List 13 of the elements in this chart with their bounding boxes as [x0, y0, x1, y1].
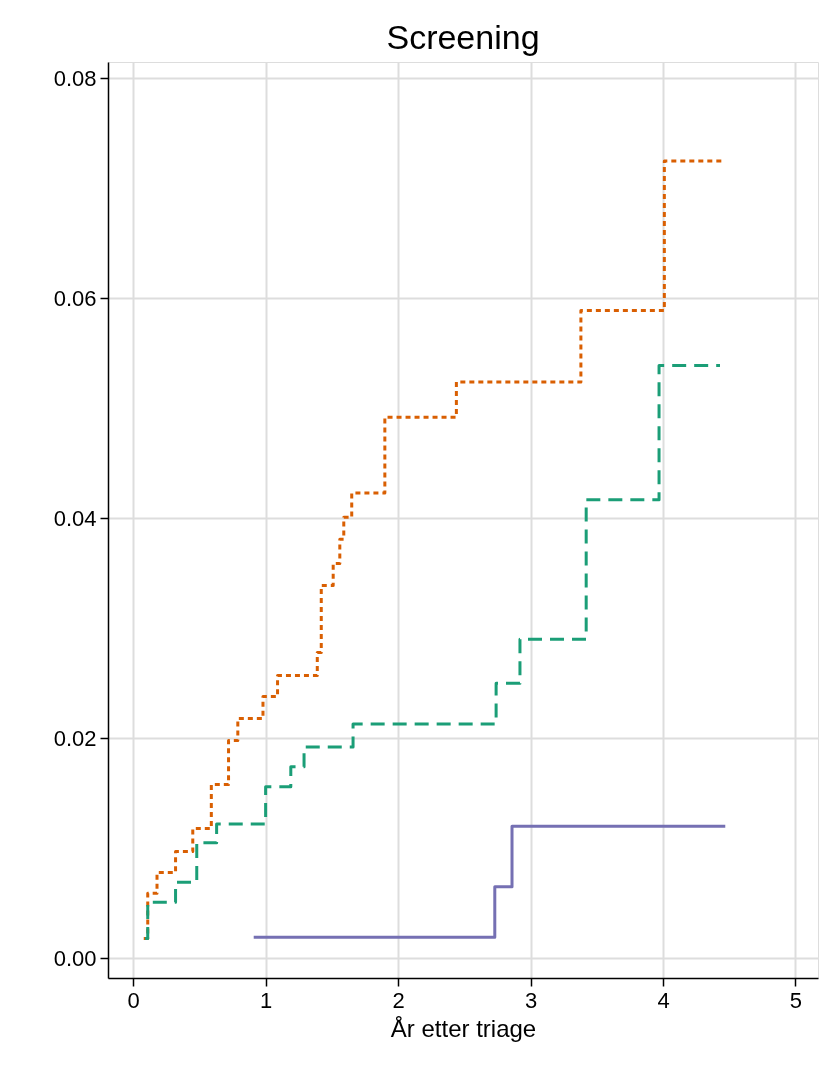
y-tick-label: 0.02: [53, 725, 97, 751]
x-tick-label: 4: [657, 987, 670, 1013]
y-tick-label: 0.06: [53, 285, 97, 311]
y-tick-label: 0.04: [53, 505, 97, 531]
x-tick-label: 1: [260, 987, 273, 1013]
chart-title: Screening: [386, 18, 540, 56]
y-tick-label: 0.00: [53, 945, 97, 971]
x-tick-label: 3: [524, 987, 538, 1013]
x-axis-title: År etter triage: [390, 1014, 537, 1042]
y-tick-label: 0.08: [53, 65, 97, 91]
x-tick-label: 5: [789, 987, 803, 1013]
x-tick-label: 0: [127, 987, 140, 1013]
x-tick-label: 2: [392, 987, 405, 1013]
